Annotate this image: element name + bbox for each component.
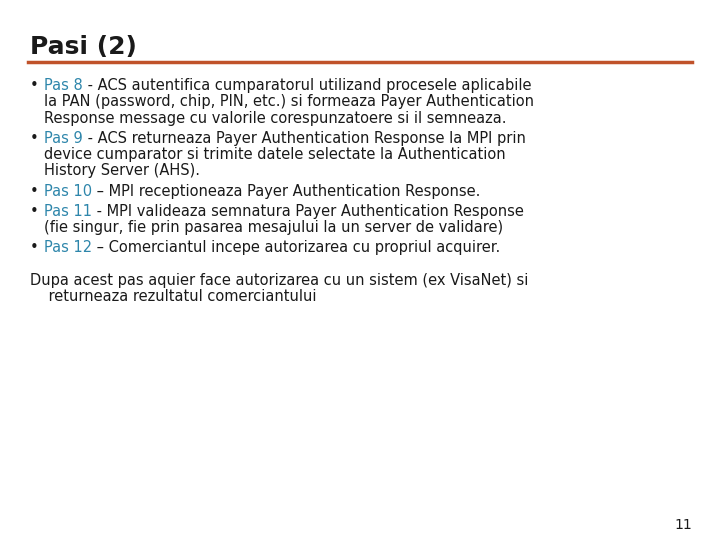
Text: •: • — [30, 204, 39, 219]
Text: •: • — [30, 78, 39, 93]
Text: History Server (AHS).: History Server (AHS). — [44, 164, 200, 178]
Text: – MPI receptioneaza Payer Authentication Response.: – MPI receptioneaza Payer Authentication… — [92, 184, 480, 199]
Text: – Comerciantul incepe autorizarea cu propriul acquirer.: – Comerciantul incepe autorizarea cu pro… — [92, 240, 500, 255]
Text: Response message cu valorile corespunzatoere si il semneaza.: Response message cu valorile corespunzat… — [44, 111, 506, 126]
Text: Pas 11: Pas 11 — [44, 204, 92, 219]
Text: - MPI valideaza semnatura Payer Authentication Response: - MPI valideaza semnatura Payer Authenti… — [92, 204, 524, 219]
Text: •: • — [30, 184, 39, 199]
Text: Pas 10: Pas 10 — [44, 184, 92, 199]
Text: •: • — [30, 131, 39, 146]
Text: device cumparator si trimite datele selectate la Authentication: device cumparator si trimite datele sele… — [44, 147, 505, 162]
Text: (fie singur, fie prin pasarea mesajului la un server de validare): (fie singur, fie prin pasarea mesajului … — [44, 220, 503, 235]
Text: la PAN (password, chip, PIN, etc.) si formeaza Payer Authentication: la PAN (password, chip, PIN, etc.) si fo… — [44, 94, 534, 109]
Text: Dupa acest pas aquier face autorizarea cu un sistem (ex VisaNet) si: Dupa acest pas aquier face autorizarea c… — [30, 273, 528, 288]
Text: Pasi (2): Pasi (2) — [30, 35, 137, 59]
Text: Pas 12: Pas 12 — [44, 240, 92, 255]
Text: Pas 9: Pas 9 — [44, 131, 83, 146]
Text: Pas 8: Pas 8 — [44, 78, 83, 93]
Text: •: • — [30, 240, 39, 255]
Text: returneaza rezultatul comerciantului: returneaza rezultatul comerciantului — [30, 289, 317, 304]
Text: 11: 11 — [674, 518, 692, 532]
Text: - ACS autentifica cumparatorul utilizand procesele aplicabile: - ACS autentifica cumparatorul utilizand… — [83, 78, 531, 93]
Text: - ACS returneaza Payer Authentication Response la MPI prin: - ACS returneaza Payer Authentication Re… — [83, 131, 526, 146]
